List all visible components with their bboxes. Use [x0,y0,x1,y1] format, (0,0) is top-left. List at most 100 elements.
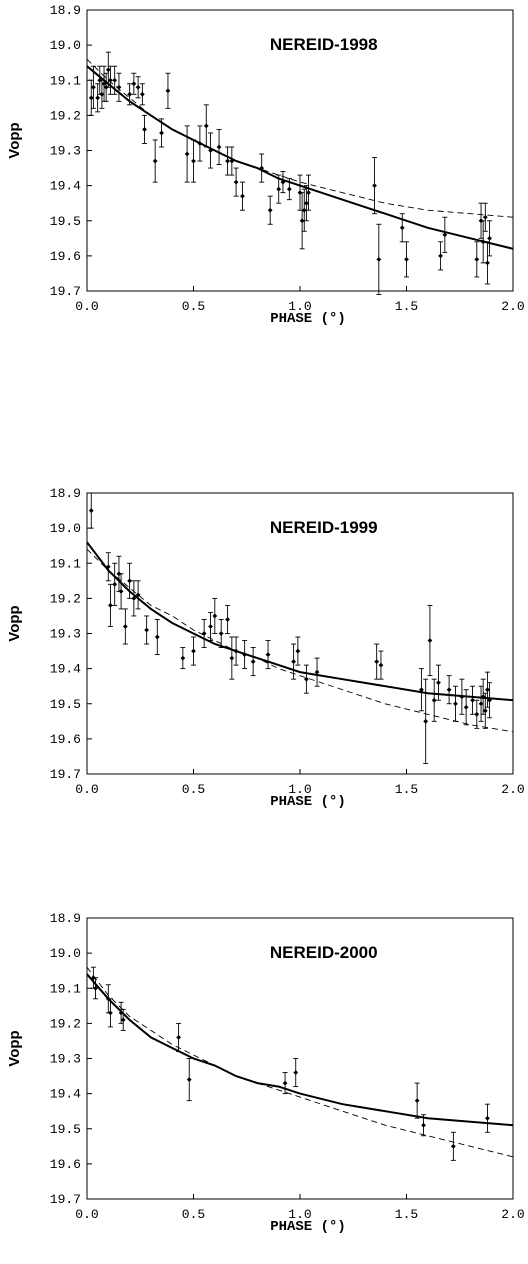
marker [159,130,164,136]
marker [301,207,307,213]
marker [191,158,196,164]
data-point [303,664,309,694]
data-point [474,241,480,278]
marker [404,256,409,262]
y-tick-label: 19.7 [50,284,81,299]
marker [208,148,213,153]
data-point [446,675,452,705]
data-point [265,640,271,670]
data-point [404,241,409,278]
y-tick-label: 19.3 [50,1052,81,1067]
y-tick-label: 19.4 [50,179,81,194]
data-point [463,689,469,726]
data-point [152,139,158,183]
data-point [180,647,186,670]
data-point [414,1082,420,1119]
data-point [107,583,113,627]
marker [203,123,209,129]
data-point [299,192,305,250]
marker [282,1080,288,1086]
y-axis-label: Vopp [6,605,23,641]
chart-title: NEREID-1999 [270,518,378,537]
data-point [239,181,245,211]
data-point [314,657,320,687]
data-point [154,619,160,656]
marker [116,84,122,90]
marker [306,190,311,196]
y-tick-label: 19.3 [50,144,81,159]
data-point [142,114,148,144]
data-point [212,597,218,634]
y-tick-label: 19.1 [50,73,81,88]
data-point [191,139,196,183]
y-tick-label: 19.5 [50,214,81,229]
marker [478,701,484,707]
data-point [303,185,309,222]
data-point [90,65,96,109]
data-point [372,157,378,215]
marker [118,588,124,594]
marker [90,84,96,90]
marker [152,158,158,164]
marker [450,1143,456,1149]
marker [144,627,150,633]
marker [470,697,475,703]
marker [446,687,452,693]
data-point [135,76,141,99]
data-point [478,685,484,722]
chart-panel: 18.9 19.0 19.1 19.2 19.3 19.4 19.5 19.6 19.70.0 0… [6,911,525,1235]
x-tick-label: 0.5 [182,782,205,797]
y-tick-label: 19.6 [50,249,81,264]
chart-title: NEREID-2000 [270,943,378,962]
marker [176,1035,181,1040]
marker [165,88,171,94]
data-point [267,195,273,225]
marker [295,648,301,654]
marker [376,256,382,262]
marker [139,91,145,97]
marker [112,581,118,587]
marker [233,179,239,185]
marker [399,225,405,231]
marker [180,655,186,661]
y-tick-label: 19.5 [50,697,81,712]
marker [265,652,271,657]
data-point [229,636,235,680]
data-point [431,678,437,722]
marker [374,659,380,664]
data-point [88,492,94,529]
y-tick-label: 19.6 [50,732,81,747]
marker [88,95,94,101]
marker [250,659,256,664]
y-tick-label: 19.2 [50,591,81,606]
model-curve-dashed [86,966,514,1158]
marker [485,687,490,693]
marker [378,662,384,668]
marker [482,708,488,714]
data-point [482,692,488,729]
y-tick-label: 19.0 [50,521,81,536]
data-point [487,220,493,257]
data-point [282,1072,288,1095]
x-tick-label: 2.0 [501,782,524,797]
chart-panel: 18.9 19.0 19.1 19.2 19.3 19.4 19.5 19.6 19.70.0 0… [6,486,525,810]
marker [135,592,141,598]
y-tick-label: 19.0 [50,38,81,53]
x-tick-label: 2.0 [501,1207,524,1222]
data-point [112,562,118,606]
y-tick-label: 19.7 [50,767,81,782]
data-point [442,216,448,253]
y-axis-label: Vopp [6,122,23,158]
data-point [484,671,490,708]
marker [421,1122,426,1128]
marker [431,697,437,703]
y-tick-label: 19.7 [50,1192,81,1207]
y-tick-label: 19.2 [50,108,81,123]
marker [303,676,309,682]
model-curve-dashed [86,548,514,733]
data-point [165,72,171,109]
data-point [131,72,137,95]
x-tick-label: 1.0 [288,782,311,797]
x-tick-label: 1.5 [395,782,418,797]
x-tick-label: 1.5 [395,299,418,314]
